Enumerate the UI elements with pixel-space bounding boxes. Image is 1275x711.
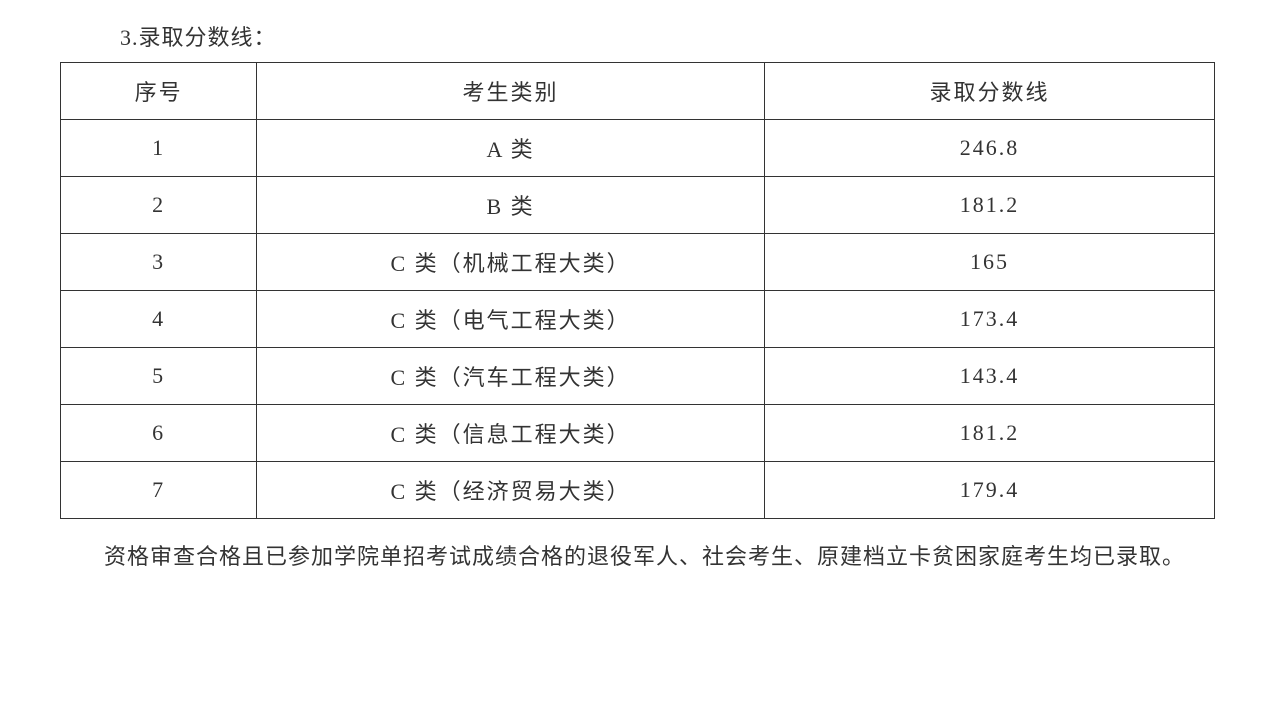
cell-category: C 类（信息工程大类）: [257, 405, 765, 462]
table-row: 1 A 类 246.8: [61, 120, 1215, 177]
cell-category: C 类（机械工程大类）: [257, 234, 765, 291]
col-header-score: 录取分数线: [764, 63, 1214, 120]
table-row: 2 B 类 181.2: [61, 177, 1215, 234]
cell-index: 3: [61, 234, 257, 291]
note-paragraph: 资格审查合格且已参加学院单招考试成绩合格的退役军人、社会考生、原建档立卡贫困家庭…: [60, 533, 1215, 581]
section-heading: 3.录取分数线：: [120, 20, 1215, 52]
cell-score: 173.4: [764, 291, 1214, 348]
cell-index: 4: [61, 291, 257, 348]
table-row: 6 C 类（信息工程大类） 181.2: [61, 405, 1215, 462]
table-header-row: 序号 考生类别 录取分数线: [61, 63, 1215, 120]
cell-score: 165: [764, 234, 1214, 291]
cell-score: 181.2: [764, 405, 1214, 462]
cell-category: C 类（经济贸易大类）: [257, 462, 765, 519]
cell-score: 246.8: [764, 120, 1214, 177]
table-row: 4 C 类（电气工程大类） 173.4: [61, 291, 1215, 348]
cell-index: 6: [61, 405, 257, 462]
cell-score: 181.2: [764, 177, 1214, 234]
table-row: 7 C 类（经济贸易大类） 179.4: [61, 462, 1215, 519]
cell-category: B 类: [257, 177, 765, 234]
cell-index: 1: [61, 120, 257, 177]
cell-score: 179.4: [764, 462, 1214, 519]
cell-index: 2: [61, 177, 257, 234]
col-header-category: 考生类别: [257, 63, 765, 120]
table-row: 3 C 类（机械工程大类） 165: [61, 234, 1215, 291]
cell-index: 5: [61, 348, 257, 405]
cell-category: C 类（电气工程大类）: [257, 291, 765, 348]
cell-category: C 类（汽车工程大类）: [257, 348, 765, 405]
score-table: 序号 考生类别 录取分数线 1 A 类 246.8 2 B 类 181.2 3 …: [60, 62, 1215, 519]
table-row: 5 C 类（汽车工程大类） 143.4: [61, 348, 1215, 405]
col-header-index: 序号: [61, 63, 257, 120]
cell-score: 143.4: [764, 348, 1214, 405]
cell-index: 7: [61, 462, 257, 519]
cell-category: A 类: [257, 120, 765, 177]
